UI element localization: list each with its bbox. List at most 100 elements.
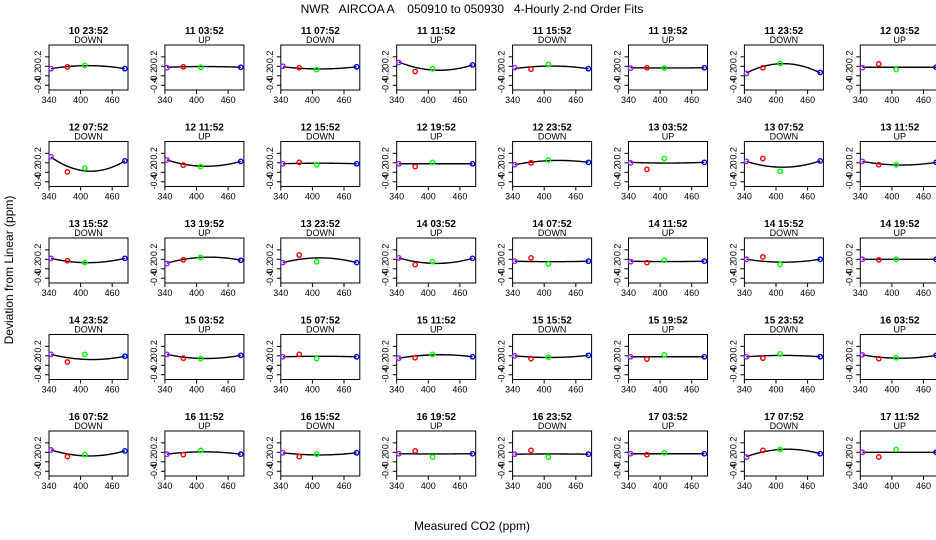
panel-mode-label: UP xyxy=(198,325,211,335)
y-tick-label: 0 xyxy=(728,64,738,69)
fit-curve xyxy=(746,160,821,168)
x-tick-label: 400 xyxy=(537,192,552,202)
panel-title: 16 03:52 xyxy=(880,316,920,327)
y-tick-label: -0.4 xyxy=(728,271,738,287)
data-point xyxy=(180,355,187,362)
data-point xyxy=(817,450,824,457)
x-tick-label: 400 xyxy=(305,192,320,202)
panel-title: 14 15:52 xyxy=(764,219,804,230)
y-tick-label: -0.2 xyxy=(613,165,623,181)
x-tick-label: 460 xyxy=(452,95,467,105)
y-tick-label: 0 xyxy=(265,450,275,455)
fit-curve xyxy=(282,66,357,70)
data-point xyxy=(280,353,286,360)
y-tick-label: -0.2 xyxy=(149,454,159,470)
x-tick-label: 460 xyxy=(568,95,583,105)
data-point xyxy=(180,63,187,70)
data-point xyxy=(164,260,170,267)
data-point xyxy=(933,256,936,263)
x-tick-label: 340 xyxy=(273,95,288,105)
panel-frame xyxy=(396,44,477,91)
panel-title: 17 11:52 xyxy=(880,412,919,423)
panel-mode-label: UP xyxy=(198,132,211,142)
x-tick-label: 460 xyxy=(221,481,236,491)
y-tick-label: 0.2 xyxy=(844,147,854,160)
data-point xyxy=(313,258,320,265)
y-axis-label: Deviation from Linear (ppm) xyxy=(2,196,16,345)
panel-mode-label: DOWN xyxy=(74,35,103,45)
x-tick-label: 400 xyxy=(189,192,204,202)
data-point xyxy=(395,254,402,261)
panel-mode-label: UP xyxy=(430,35,443,45)
data-point xyxy=(893,161,900,168)
data-point xyxy=(353,449,360,456)
panel-mode-label: DOWN xyxy=(74,132,103,142)
y-tick-label: -0.2 xyxy=(844,454,854,470)
panel-title: 15 19:52 xyxy=(648,316,688,327)
data-point xyxy=(353,353,360,360)
y-tick-label: -0.4 xyxy=(844,464,854,480)
y-tick-label: 0 xyxy=(497,353,507,358)
y-tick-label: 0 xyxy=(149,160,159,165)
data-point xyxy=(743,353,750,360)
data-point xyxy=(180,162,187,169)
fit-curve xyxy=(746,354,821,358)
y-tick-label: -0.2 xyxy=(728,165,738,181)
y-tick-label: 0.2 xyxy=(497,51,507,64)
data-point xyxy=(893,354,900,361)
data-point xyxy=(395,59,402,66)
x-tick-label: 400 xyxy=(305,481,320,491)
y-tick-label: -0.2 xyxy=(844,261,854,277)
y-tick-label: 0 xyxy=(33,353,43,358)
x-tick-label: 460 xyxy=(452,385,467,395)
panel-frame xyxy=(164,237,245,284)
x-tick-label: 400 xyxy=(653,385,668,395)
y-tick-label: -0.2 xyxy=(844,68,854,84)
x-tick-label: 460 xyxy=(568,385,583,395)
data-point xyxy=(661,65,668,72)
panel-frame xyxy=(512,141,593,187)
data-point xyxy=(875,256,882,263)
panel-title: 16 15:52 xyxy=(301,412,341,423)
y-tick-label: 0.2 xyxy=(33,147,43,160)
x-tick-label: 340 xyxy=(41,288,56,298)
y-tick-label: 0.2 xyxy=(149,340,159,353)
y-tick-label: -0.4 xyxy=(33,78,43,94)
fit-curve xyxy=(398,61,473,71)
panel-frame xyxy=(48,430,129,477)
x-tick-label: 460 xyxy=(684,481,699,491)
y-tick-label: -0.2 xyxy=(33,454,43,470)
data-point xyxy=(528,355,534,362)
data-point xyxy=(759,155,766,162)
x-tick-label: 340 xyxy=(41,481,56,491)
y-tick-label: -0.4 xyxy=(265,464,275,480)
x-tick-label: 460 xyxy=(684,288,699,298)
fit-curve xyxy=(514,354,589,359)
data-point xyxy=(528,159,534,166)
x-tick-label: 340 xyxy=(389,481,404,491)
x-tick-label: 460 xyxy=(800,192,815,202)
panel-mode-label: DOWN xyxy=(74,228,103,238)
data-point xyxy=(313,355,320,362)
data-point xyxy=(701,64,708,71)
y-tick-label: 0.2 xyxy=(381,147,391,160)
data-point xyxy=(701,258,708,265)
x-tick-label: 460 xyxy=(916,95,931,105)
data-point xyxy=(121,353,128,360)
data-point xyxy=(875,161,882,168)
data-point xyxy=(933,159,936,166)
x-tick-label: 460 xyxy=(916,192,931,202)
x-tick-label: 340 xyxy=(157,288,172,298)
panel-mode-label: DOWN xyxy=(770,325,799,335)
y-tick-label: 0.2 xyxy=(844,51,854,64)
data-point xyxy=(817,69,824,76)
panel-mode-label: DOWN xyxy=(538,228,567,238)
x-tick-label: 460 xyxy=(684,192,699,202)
